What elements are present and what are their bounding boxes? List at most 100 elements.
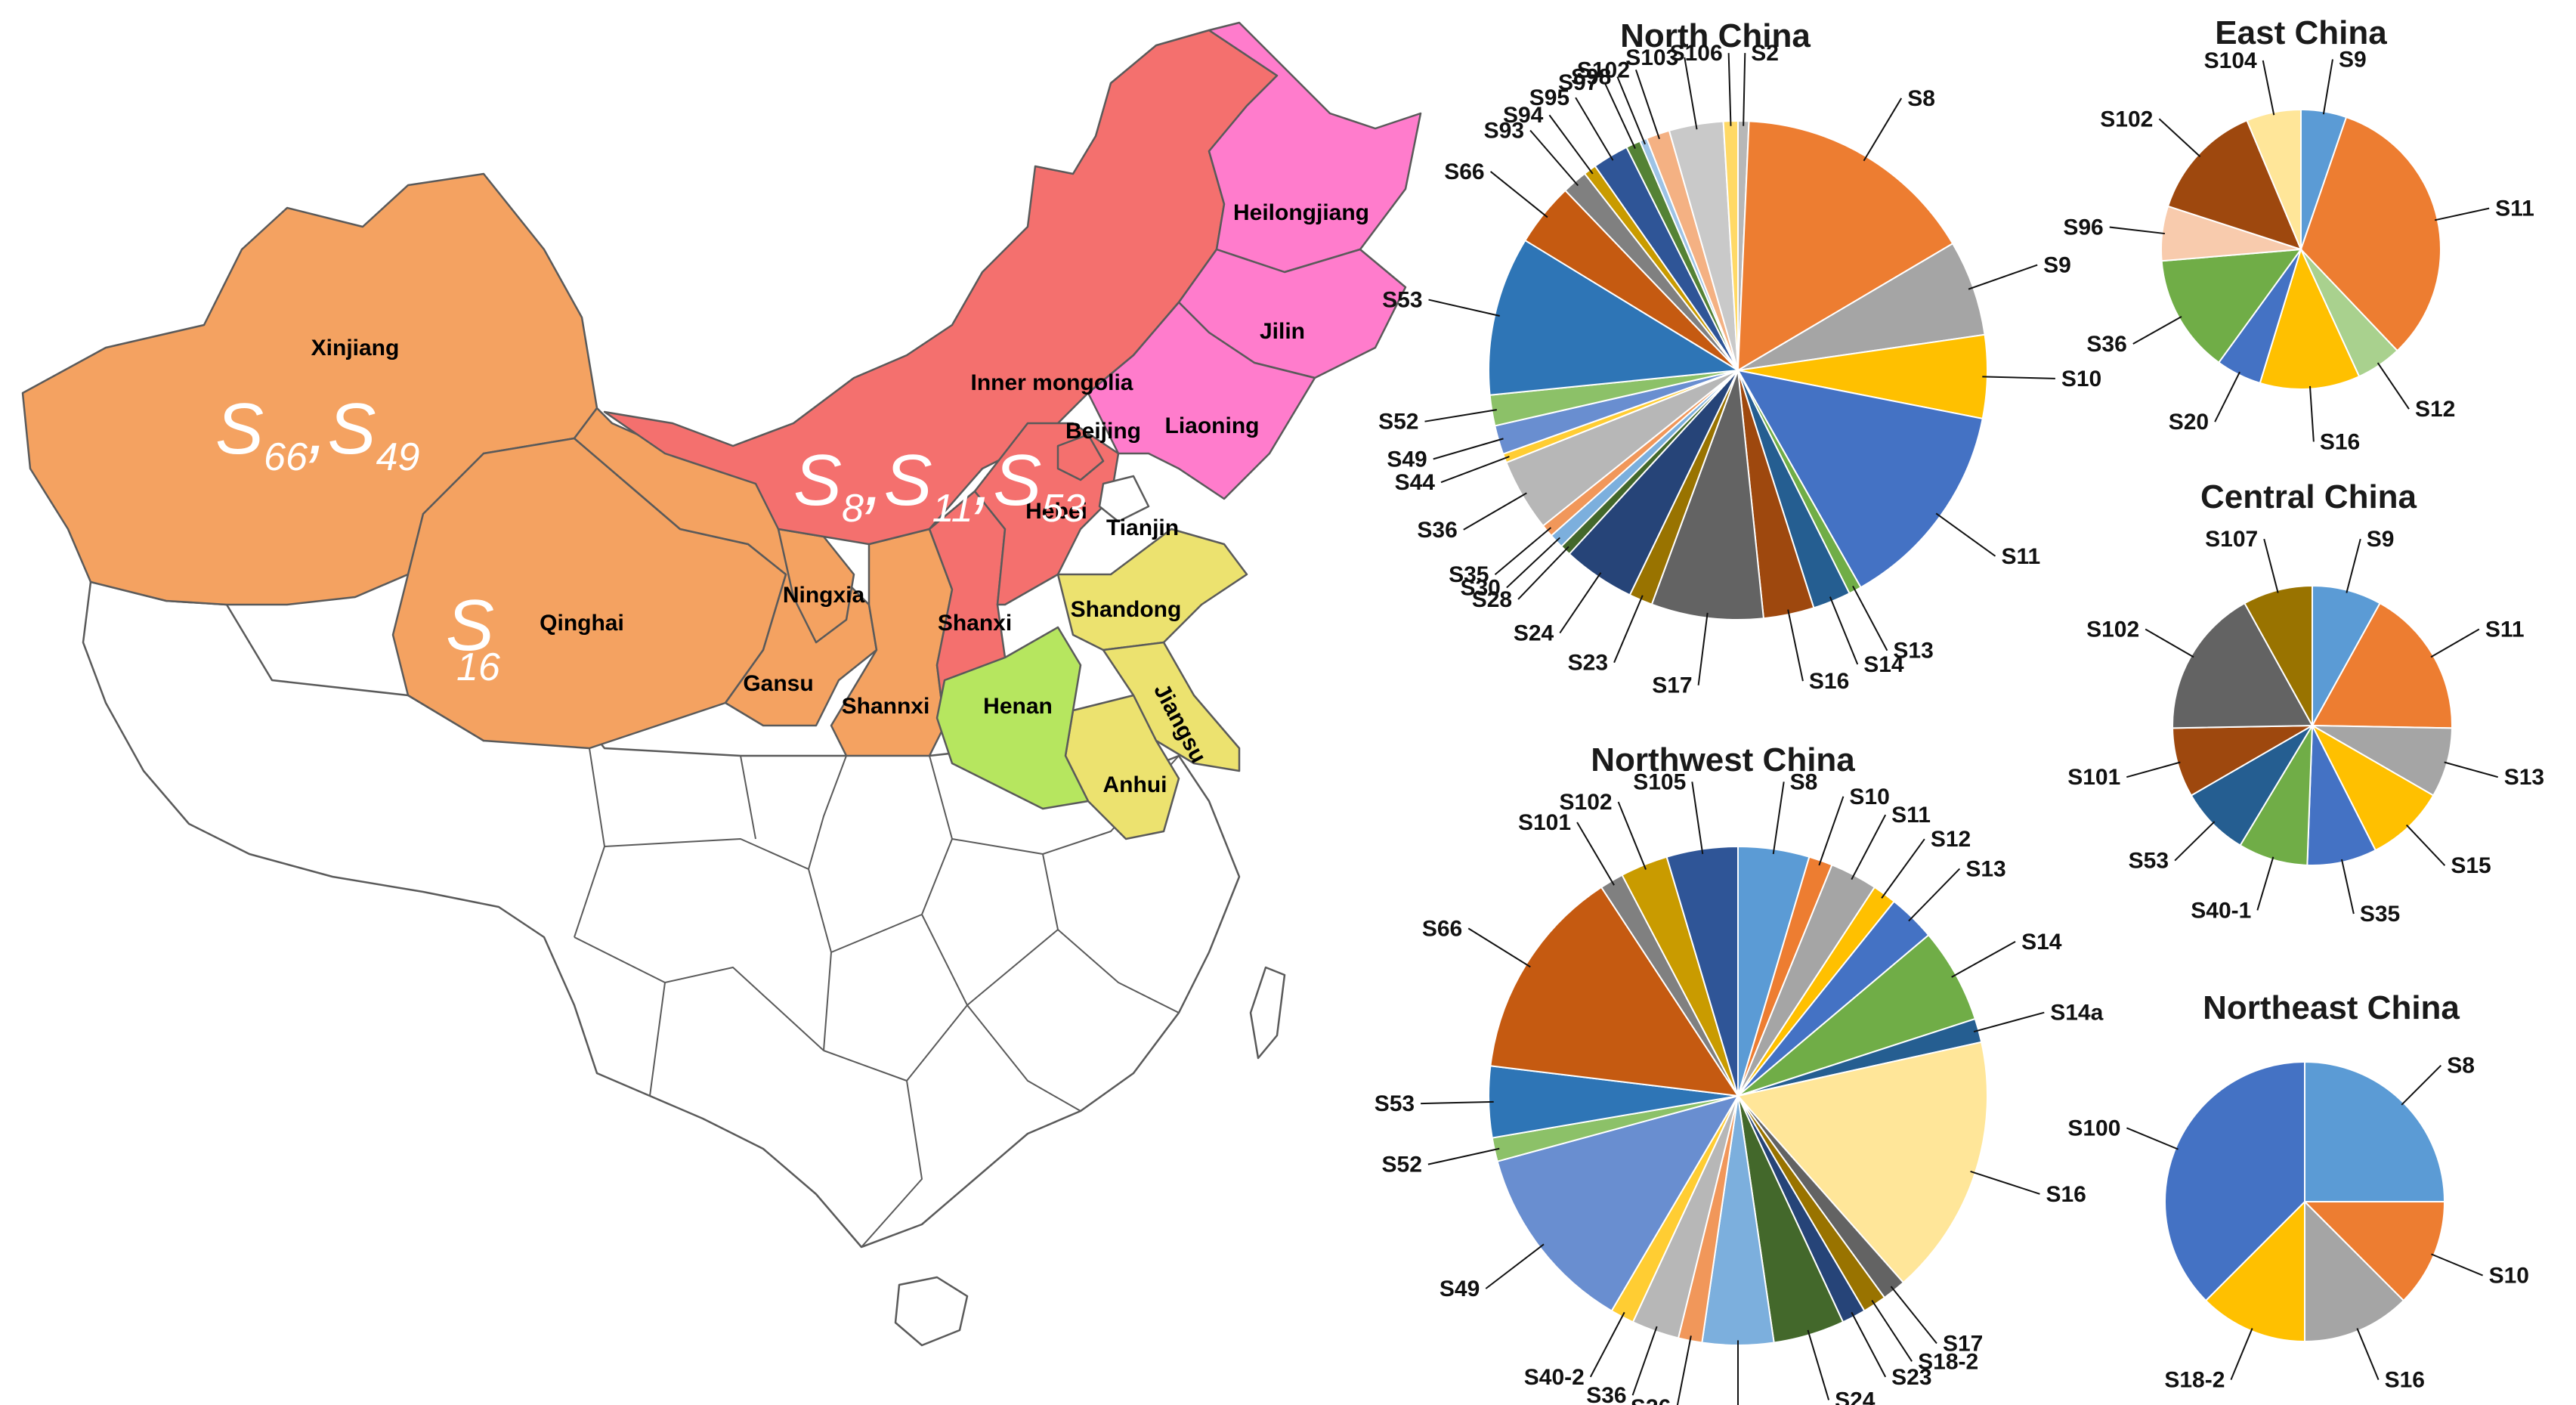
leader-line xyxy=(1616,76,1646,145)
leader-line xyxy=(2214,371,2240,422)
pie-label-s53: S53 xyxy=(2129,849,2169,874)
leader-line xyxy=(1467,927,1531,968)
leader-line xyxy=(1489,171,1548,218)
leader-line xyxy=(2377,362,2410,410)
label-inner-mongolia: Inner mongolia xyxy=(970,370,1133,395)
pie-label-s53: S53 xyxy=(1375,1091,1415,1116)
leader-line xyxy=(1440,456,1510,484)
leader-line xyxy=(1890,1286,1937,1345)
label-henan: Henan xyxy=(983,694,1053,719)
leader-line xyxy=(1548,114,1594,175)
china-map: Xinjiang Qinghai Gansu Ningxia Shannxi I… xyxy=(21,21,1422,1347)
pie-label-s16: S16 xyxy=(1809,669,1849,694)
pie-labels: S9 S11 S12 S16 S20 S36 S96 S102 S104 xyxy=(2063,47,2534,454)
pie-label-s40-2: S40-2 xyxy=(1524,1365,1585,1390)
leader-line xyxy=(2126,1127,2179,1150)
leader-line xyxy=(2230,1328,2253,1380)
region-tianjin xyxy=(1098,475,1150,523)
pie-label-s18-2: S18-2 xyxy=(2164,1368,2225,1393)
leader-line xyxy=(2405,824,2446,866)
leader-line xyxy=(1829,596,1859,665)
leader-line xyxy=(1908,868,1961,922)
pie-label-s98: S98 xyxy=(1571,65,1611,90)
pie-label-s13: S13 xyxy=(1965,856,2005,881)
pie-label-s24: S24 xyxy=(1514,621,1554,646)
leader-line xyxy=(1697,612,1709,685)
pie-label-s13: S13 xyxy=(1893,639,1933,664)
leader-line xyxy=(2158,118,2201,157)
label-xinjiang: Xinjiang xyxy=(311,336,400,361)
label-ningxia: Ningxia xyxy=(783,583,865,608)
leader-line xyxy=(2346,538,2361,593)
pie-label-s8: S8 xyxy=(2447,1054,2475,1079)
region-taiwan xyxy=(1249,966,1286,1060)
pie-label-s53: S53 xyxy=(1382,288,1422,313)
leader-line xyxy=(1424,409,1497,422)
pie-label-s104: S104 xyxy=(2204,48,2257,73)
leader-line xyxy=(1617,801,1647,870)
label-gansu: Gansu xyxy=(743,671,813,696)
leader-line xyxy=(1973,1011,2045,1033)
chart-title: North China xyxy=(1620,17,1811,54)
pie-label-s49: S49 xyxy=(1440,1277,1480,1301)
pie-chart-east-china: East China S9 S11 S12 S16 S20 S36 S96 S102 S104 xyxy=(2063,14,2534,454)
pie-label-s106: S106 xyxy=(1670,41,1723,66)
label-jilin: Jilin xyxy=(1260,319,1305,344)
chart-title: Northwest China xyxy=(1591,741,1855,778)
leader-line xyxy=(1871,1299,1913,1362)
pie-slices xyxy=(1488,845,1989,1346)
leader-line xyxy=(2145,628,2194,658)
pie-label-s101: S101 xyxy=(2067,765,2120,790)
leader-line xyxy=(1463,492,1527,531)
leader-line xyxy=(1863,97,1903,162)
pie-label-s23: S23 xyxy=(1891,1365,1931,1390)
pie-label-s52: S52 xyxy=(1382,1153,1422,1178)
pie-slices xyxy=(2172,584,2453,866)
leader-line xyxy=(1818,796,1845,866)
pie-label-s26: S26 xyxy=(1631,1395,1671,1405)
leader-line xyxy=(2401,1064,2442,1106)
pie-labels: S8 S10 S16 S18-2 S100 xyxy=(2067,1054,2529,1393)
pie-label-s24: S24 xyxy=(1835,1388,1876,1405)
leader-line xyxy=(2340,859,2355,914)
region-central-henan xyxy=(935,626,1090,810)
pie-label-s36: S36 xyxy=(1586,1383,1626,1405)
pie-label-s28: S28 xyxy=(1472,587,1512,612)
pie-chart-north-china: North China S2S8S9S10S11S13S14S16S17S23S… xyxy=(1378,17,2101,698)
leader-line xyxy=(1881,838,1925,899)
leader-line xyxy=(2444,761,2498,778)
leader-line xyxy=(2126,761,2181,778)
pie-label-s97: S97 xyxy=(1558,70,1598,95)
leader-line xyxy=(1787,609,1804,682)
leader-line xyxy=(1529,129,1579,187)
pie-label-s36: S36 xyxy=(1417,518,1457,543)
pie-label-s14a: S14a xyxy=(2050,1001,2103,1026)
leader-line xyxy=(1968,264,2038,290)
label-liaoning: Liaoning xyxy=(1165,413,1260,438)
leader-line xyxy=(2434,207,2490,221)
label-shanxi: Shanxi xyxy=(938,611,1012,636)
pie-label-s40-1: S40-1 xyxy=(2191,898,2251,923)
leader-line xyxy=(2431,1253,2483,1277)
chart-title: Northeast China xyxy=(2203,989,2460,1026)
leader-line xyxy=(1427,1147,1500,1165)
leader-line xyxy=(2356,1328,2380,1380)
leader-line xyxy=(1970,1170,2040,1195)
leader-line xyxy=(1851,814,1887,880)
leader-line xyxy=(2430,628,2480,658)
serotype-label-qinghai: S 16 xyxy=(446,585,500,689)
pie-labels: S9 S11 S13 S15 S35 S40-1 S53 S101 S102 S107 xyxy=(2067,527,2544,927)
pie-label-s11: S11 xyxy=(1891,803,1931,828)
pie-label-s96: S96 xyxy=(2063,215,2103,240)
pie-label-s102: S102 xyxy=(2100,107,2153,132)
pie-label-s35: S35 xyxy=(1449,562,1489,587)
serotype-label-inner-mongolia: S8,S11,S53 xyxy=(793,440,1085,531)
pie-label-s12: S12 xyxy=(2415,397,2455,422)
leader-line xyxy=(1982,376,2055,379)
pie-label-s14: S14 xyxy=(2021,930,2062,955)
pie-chart-northeast-china: Northeast China S8 S10 S16 S18-2 S100 xyxy=(2067,989,2529,1393)
pie-label-s25: S25 xyxy=(1744,1401,1784,1405)
